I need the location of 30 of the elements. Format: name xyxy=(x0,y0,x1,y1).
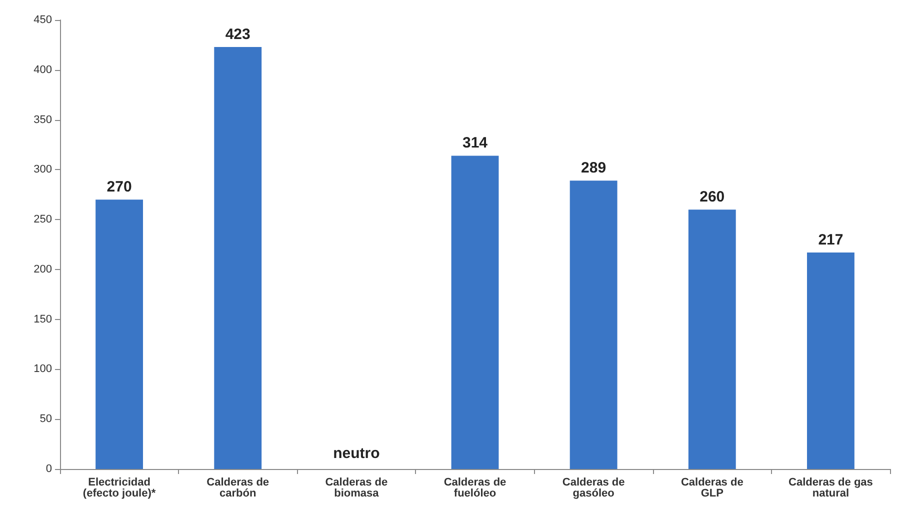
bar xyxy=(807,252,854,469)
y-tick-label: 250 xyxy=(34,214,52,226)
data-label: 260 xyxy=(700,188,725,206)
y-tick-label: 0 xyxy=(46,463,52,475)
y-tick-label: 400 xyxy=(34,64,52,76)
bar xyxy=(688,210,736,469)
x-tick-label: Calderas de gasóleo xyxy=(562,476,625,500)
y-tick-label: 450 xyxy=(34,14,52,26)
data-label: 314 xyxy=(462,134,488,152)
y-tick-label: 150 xyxy=(34,313,52,326)
x-tick-label: Calderas de biomasa xyxy=(325,476,388,500)
x-tick-label: Calderas de GLP xyxy=(680,476,744,500)
y-tick-label: 300 xyxy=(34,164,52,176)
y-tick-label: 50 xyxy=(40,413,52,426)
bar xyxy=(451,156,499,469)
x-tick-label: Calderas de gas natural xyxy=(788,476,873,500)
data-label: 270 xyxy=(106,178,132,196)
y-tick-label: 200 xyxy=(34,263,52,276)
data-label: 423 xyxy=(225,26,250,43)
bar xyxy=(214,46,262,469)
data-label: 217 xyxy=(818,231,844,248)
data-label: 289 xyxy=(581,160,606,177)
x-tick-label: Calderas de fuelóleo xyxy=(444,476,506,500)
x-tick-label: Calderas de carbón xyxy=(206,476,270,500)
y-tick-label: 100 xyxy=(34,363,52,376)
bar xyxy=(570,180,618,469)
y-tick-label: 350 xyxy=(34,114,52,126)
x-tick-label: Electricidad (efecto joule)* xyxy=(82,476,156,500)
text: neutro xyxy=(333,445,380,462)
bar xyxy=(96,200,143,469)
